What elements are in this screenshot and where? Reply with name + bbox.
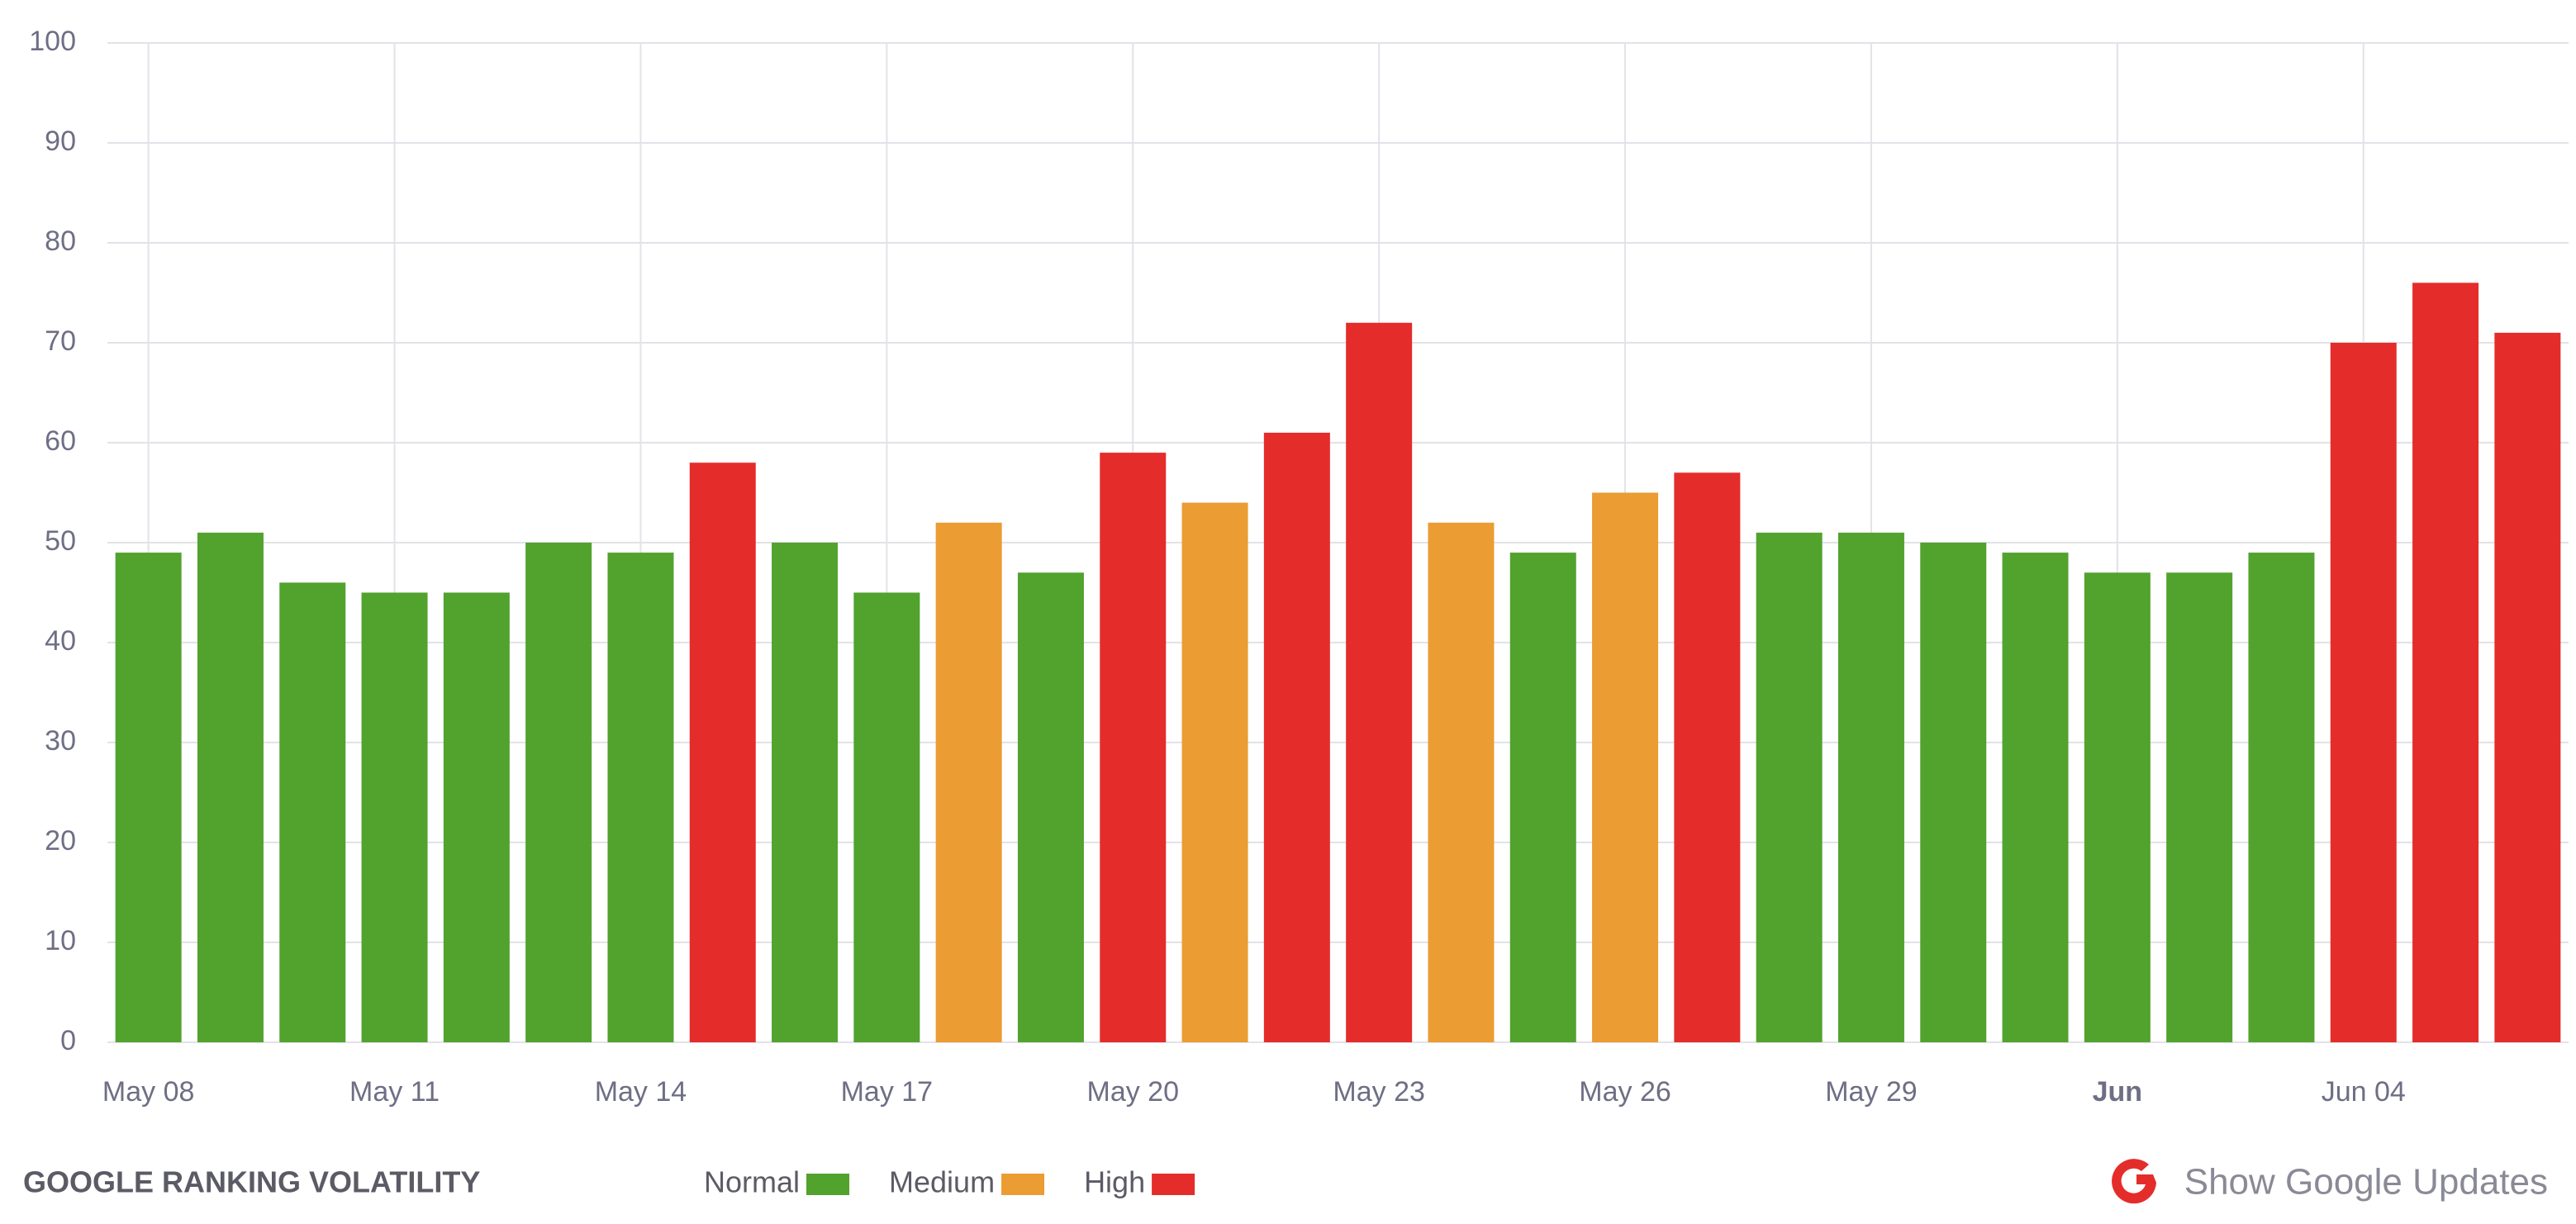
bar — [197, 532, 264, 1042]
bar — [1837, 532, 1904, 1042]
y-tick-label: 50 — [45, 525, 76, 557]
y-tick-label: 80 — [45, 225, 76, 257]
bar — [853, 592, 920, 1042]
legend-label: Normal — [704, 1165, 800, 1199]
google-icon — [2112, 1159, 2156, 1204]
bar — [2330, 343, 2397, 1042]
bar — [115, 553, 182, 1042]
bar — [1017, 572, 1084, 1042]
bar — [1674, 472, 1741, 1042]
y-tick-label: 40 — [45, 625, 76, 657]
bar — [1509, 553, 1576, 1042]
bar — [1346, 322, 1413, 1042]
legend-swatch — [1152, 1174, 1195, 1195]
bar — [279, 582, 346, 1042]
x-tick-label: May 14 — [595, 1076, 687, 1108]
legend-label: Medium — [889, 1165, 995, 1199]
legend-swatch — [1001, 1174, 1045, 1195]
bar — [1920, 543, 1987, 1042]
bar — [1428, 522, 1495, 1042]
bar — [361, 592, 428, 1042]
y-tick-label: 60 — [45, 425, 76, 457]
google-updates-button[interactable]: Show Google Updates — [2112, 1159, 2548, 1204]
bar — [607, 553, 674, 1042]
y-tick-label: 90 — [45, 126, 76, 157]
bar — [935, 522, 1002, 1042]
bar — [443, 592, 510, 1042]
bar — [1263, 432, 1330, 1042]
bar — [2002, 553, 2069, 1042]
bar — [689, 463, 756, 1042]
legend-label: High — [1084, 1165, 1145, 1199]
chart-title: GOOGLE RANKING VOLATILITY — [23, 1165, 480, 1199]
legend-swatch — [806, 1174, 850, 1195]
x-tick-label: Jun — [2093, 1076, 2142, 1108]
bar — [525, 543, 592, 1042]
button-label[interactable]: Show Google Updates — [2184, 1162, 2548, 1203]
x-tick-label: May 08 — [102, 1076, 195, 1108]
bar — [2166, 572, 2233, 1042]
x-tick-label: May 11 — [349, 1076, 440, 1108]
bar — [1592, 492, 1659, 1042]
bar — [1100, 453, 1167, 1042]
y-tick-label: 30 — [45, 725, 76, 757]
bar — [2248, 553, 2315, 1042]
x-tick-label: May 29 — [1825, 1076, 1918, 1108]
bar — [772, 543, 839, 1042]
bar — [2412, 282, 2479, 1042]
bar — [2084, 572, 2151, 1042]
y-tick-label: 10 — [45, 925, 76, 956]
x-tick-label: May 20 — [1087, 1076, 1180, 1108]
y-tick-label: 100 — [29, 26, 76, 57]
y-tick-label: 70 — [45, 325, 76, 357]
bar — [2494, 332, 2561, 1042]
y-tick-label: 0 — [60, 1025, 76, 1056]
x-tick-label: May 23 — [1333, 1076, 1425, 1108]
x-tick-label: May 26 — [1579, 1076, 1671, 1108]
x-tick-label: May 17 — [841, 1076, 934, 1108]
bar — [1756, 532, 1823, 1042]
bar — [1181, 502, 1248, 1042]
y-tick-label: 20 — [45, 825, 76, 856]
x-tick-label: Jun 04 — [2322, 1076, 2406, 1108]
